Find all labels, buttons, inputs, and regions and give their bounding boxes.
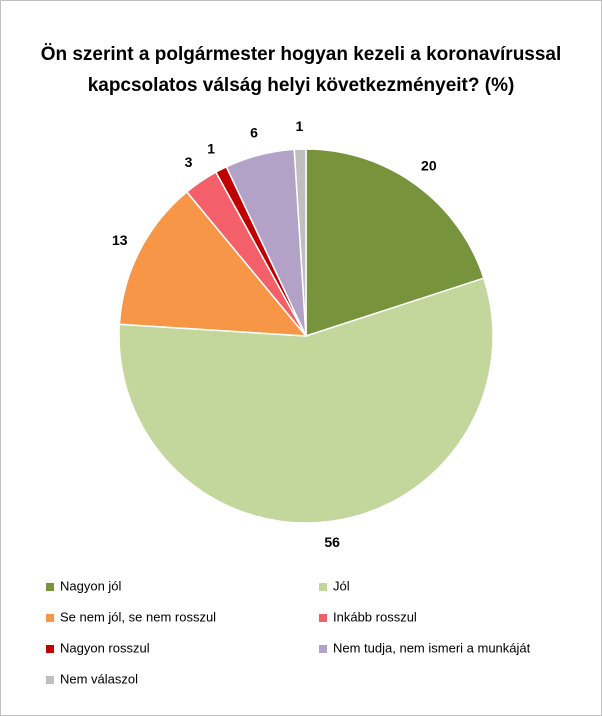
- legend-label: Nem válaszol: [60, 671, 138, 686]
- legend-swatch: [46, 614, 54, 622]
- pie-slice: [293, 148, 307, 337]
- legend-label: Jól: [333, 578, 350, 593]
- data-label: 1: [207, 140, 215, 156]
- data-label: 56: [324, 534, 340, 550]
- legend-swatch: [319, 614, 327, 622]
- pie-slice: [118, 190, 308, 337]
- legend-swatch: [319, 645, 327, 653]
- legend-label: Inkább rosszul: [333, 609, 417, 624]
- data-label: 1: [296, 118, 304, 134]
- legend-label: Nagyon jól: [60, 578, 122, 593]
- pie-slice: [118, 277, 494, 524]
- data-label: 3: [185, 154, 193, 170]
- pie-slice: [305, 148, 485, 338]
- legend-swatch: [46, 583, 54, 591]
- data-label: 6: [250, 124, 258, 140]
- data-label: 20: [421, 158, 437, 174]
- data-label: 13: [112, 232, 128, 248]
- legend-label: Nagyon rosszul: [60, 640, 150, 655]
- legend-label: Se nem jól, se nem rosszul: [60, 609, 216, 624]
- legend-swatch: [46, 645, 54, 653]
- legend-swatch: [319, 583, 327, 591]
- legend-swatch: [46, 676, 54, 684]
- legend-label: Nem tudja, nem ismeri a munkáját: [333, 640, 531, 655]
- chart-title: Ön szerint a polgármester hogyan kezeli …: [40, 44, 562, 96]
